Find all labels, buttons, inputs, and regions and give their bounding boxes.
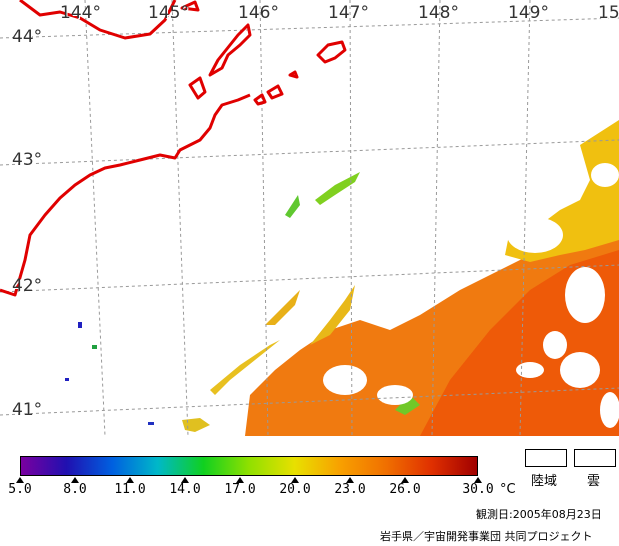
sst-yellow-streak-3 bbox=[310, 285, 355, 345]
colorbar-tick-label: 17.0 bbox=[224, 482, 256, 497]
sst-map bbox=[0, 0, 619, 436]
sst-yellow-patch-4 bbox=[182, 418, 210, 432]
lon-label-148: 148° bbox=[418, 3, 459, 23]
colorbar-tick-label: 14.0 bbox=[169, 482, 201, 497]
lon-label-149: 149° bbox=[508, 3, 549, 23]
colorbar-tick bbox=[16, 477, 24, 483]
land-legend-label: 陸域 bbox=[531, 474, 558, 489]
colorbar-tick-label: 20.0 bbox=[279, 482, 311, 497]
lon-label-144: 144° bbox=[60, 3, 101, 23]
colorbar-tick bbox=[236, 477, 244, 483]
observation-date: 観測日:2005年08月23日 bbox=[476, 508, 602, 521]
colorbar-tick bbox=[346, 477, 354, 483]
colorbar-unit: °C bbox=[500, 482, 516, 497]
sst-green-patch-3 bbox=[395, 395, 420, 415]
lat-label-44: 44° bbox=[12, 27, 43, 47]
cloud-legend-swatch bbox=[574, 449, 616, 467]
sst-yellow-streak-2 bbox=[265, 290, 300, 325]
colorbar-tick-label: 23.0 bbox=[334, 482, 366, 497]
sst-green-patch-2 bbox=[285, 195, 300, 218]
graticule bbox=[0, 0, 619, 436]
cloud-legend-label: 雲 bbox=[587, 474, 601, 489]
credit-line: 岩手県／宇宙開発事業団 共同プロジェクト bbox=[380, 530, 593, 543]
lon-label-145: 145° bbox=[148, 3, 189, 23]
sst-yellow-streak-1 bbox=[210, 340, 280, 395]
sst-green-patch-1 bbox=[315, 172, 360, 205]
lon-label-147: 147° bbox=[328, 3, 369, 23]
lon-label-146: 146° bbox=[238, 3, 279, 23]
colorbar-tick bbox=[71, 477, 79, 483]
colorbar-tick bbox=[291, 477, 299, 483]
lon-label-150: 15 bbox=[598, 3, 619, 23]
colorbar-tick-label: 26.0 bbox=[389, 482, 421, 497]
temperature-colorbar bbox=[20, 456, 478, 476]
colorbar-tick-label: 11.0 bbox=[114, 482, 146, 497]
colorbar-tick bbox=[474, 477, 482, 483]
colorbar-tick bbox=[401, 477, 409, 483]
colorbar-tick bbox=[181, 477, 189, 483]
coastline bbox=[0, 0, 347, 297]
land-legend-swatch bbox=[525, 449, 567, 467]
lat-label-43: 43° bbox=[12, 150, 43, 170]
lat-label-41: 41° bbox=[12, 400, 43, 420]
colorbar-tick-label: 8.0 bbox=[63, 482, 87, 497]
colorbar-tick bbox=[126, 477, 134, 483]
lat-label-42: 42° bbox=[12, 276, 43, 296]
colorbar-tick-label: 30.0 bbox=[462, 482, 494, 497]
colorbar-tick-label: 5.0 bbox=[8, 482, 32, 497]
